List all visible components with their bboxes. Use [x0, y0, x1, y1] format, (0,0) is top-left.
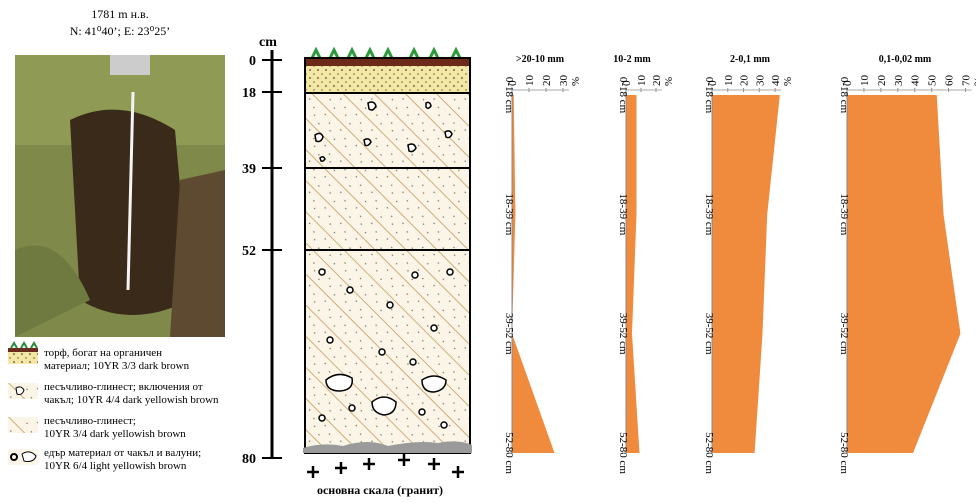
x-tick-label: 40 — [770, 75, 782, 87]
area — [626, 95, 640, 453]
soil-column — [303, 50, 472, 478]
x-tick-label: 70 — [961, 75, 973, 87]
photo — [15, 55, 225, 337]
x-tick-label: 30 — [754, 75, 766, 87]
chart-title: 0,1-0,02 mm — [879, 54, 932, 65]
x-tick-label: 10 — [723, 75, 735, 87]
depth-label: 18 — [242, 86, 256, 101]
chart-title: 2-0,1 mm — [730, 54, 771, 65]
area — [847, 95, 960, 453]
unit-label: % — [570, 77, 582, 86]
x-tick-label: 20 — [876, 75, 888, 87]
legend-text: материал; 10YR 3/3 dark brown — [44, 360, 190, 372]
legend-text: песъчливо-глинест; — [44, 415, 136, 427]
figure: 1781 m н.в. N: 41⁰40’; E: 23⁰25’ торф, б… — [0, 0, 976, 498]
legend-text: песъчливо-глинест; включения от — [44, 381, 203, 393]
coordinates: N: 41⁰40’; E: 23⁰25’ — [70, 24, 171, 38]
chart-title: >20-10 mm — [516, 54, 565, 65]
x-tick-label: 40 — [910, 75, 922, 87]
depth-label: 80 — [242, 452, 256, 467]
area — [712, 95, 780, 453]
legend-text: 10YR 3/4 dark yellowish brown — [44, 428, 186, 440]
x-tick-label: 30 — [893, 75, 905, 87]
depth-label: 0 — [249, 54, 256, 69]
unit-label: % — [973, 77, 976, 86]
chart-title: 10-2 mm — [613, 54, 651, 65]
x-tick-label: 60 — [944, 75, 956, 87]
unit-label: % — [663, 77, 675, 86]
x-tick-label: 50 — [927, 75, 939, 87]
x-tick-label: 10 — [636, 75, 648, 87]
bedrock-label: основна скала (гранит) — [317, 483, 443, 497]
depth-unit: cm — [259, 35, 277, 50]
x-tick-label: 20 — [739, 75, 751, 87]
legend-text: 10YR 6/4 light yellowish brown — [44, 460, 187, 472]
altitude: 1781 m н.в. — [91, 7, 148, 21]
x-tick-label: 10 — [524, 75, 536, 87]
depth-label: 52 — [242, 244, 256, 259]
x-tick-label: 30 — [558, 75, 570, 87]
area — [512, 95, 555, 453]
x-tick-label: 20 — [541, 75, 553, 87]
x-tick-label: 10 — [859, 75, 871, 87]
depth-label: 39 — [242, 162, 256, 177]
legend-text: едър материал от чакъл и валуни; — [44, 447, 201, 459]
x-tick-label: 20 — [651, 75, 663, 87]
legend-text: торф, богат на органичен — [44, 347, 162, 359]
legend-text: чакъл; 10YR 4/4 dark yellowish brown — [44, 394, 219, 406]
unit-label: % — [782, 77, 794, 86]
